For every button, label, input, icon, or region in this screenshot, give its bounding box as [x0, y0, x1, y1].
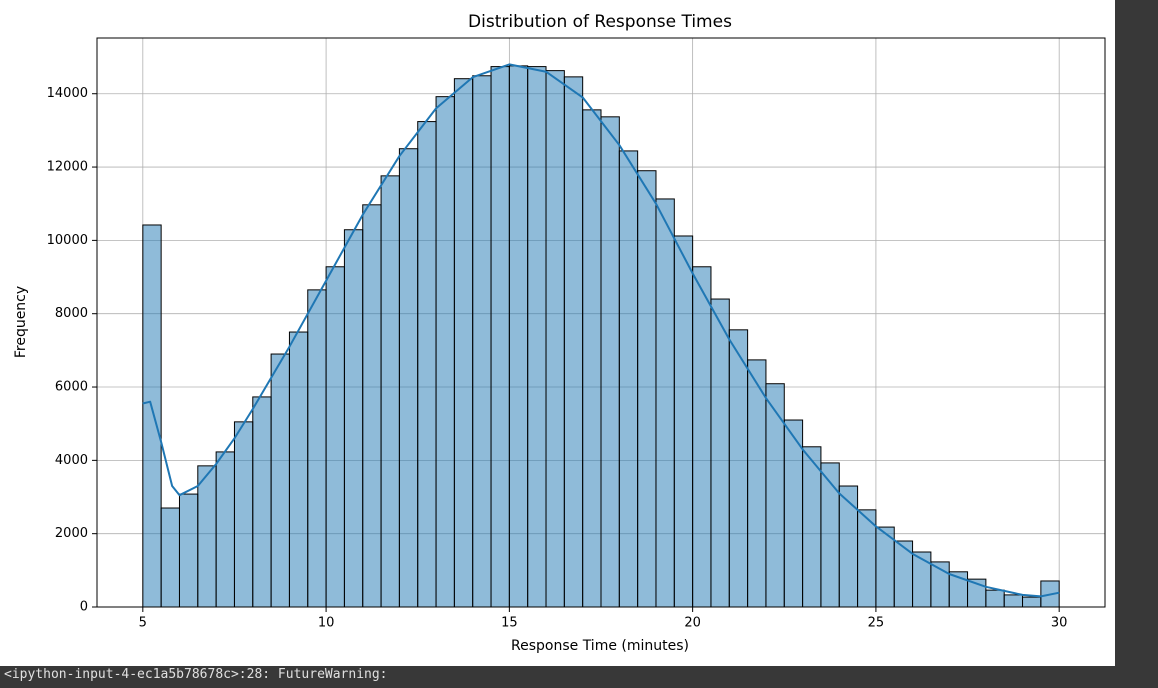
bar — [747, 359, 767, 608]
y-tick-label: 4000 — [55, 453, 88, 468]
x-tick-label: 25 — [868, 616, 885, 631]
bar — [1003, 594, 1024, 608]
bar — [563, 76, 584, 608]
bar — [142, 224, 162, 608]
x-tick-label: 20 — [684, 616, 701, 631]
bar — [802, 446, 822, 608]
y-tick-label: 10000 — [47, 233, 88, 248]
bar — [252, 396, 272, 608]
x-tick-label: 10 — [318, 616, 335, 631]
bar — [380, 175, 400, 608]
y-tick-label: 14000 — [47, 86, 88, 101]
bar — [728, 329, 749, 608]
y-tick-label: 2000 — [55, 526, 88, 541]
bar — [985, 589, 1005, 608]
bar — [1022, 596, 1042, 608]
bar — [435, 96, 455, 608]
bar — [527, 66, 547, 608]
kde-line — [142, 63, 1060, 598]
bar — [838, 485, 859, 608]
x-axis-label: Response Time (minutes) — [511, 638, 689, 654]
x-tick-label: 30 — [1051, 616, 1068, 631]
bar — [545, 70, 565, 608]
x-tick-label: 15 — [501, 616, 518, 631]
console-warning: <ipython-input-4-ec1a5b78678c>:28: Futur… — [4, 667, 388, 682]
bar — [912, 551, 932, 608]
bar — [270, 353, 290, 608]
bar — [618, 150, 639, 608]
bar — [160, 507, 180, 608]
bar — [233, 421, 254, 608]
bar — [362, 204, 382, 608]
bar — [710, 298, 730, 608]
chart-title: Distribution of Response Times — [468, 12, 732, 32]
y-axis-label: Frequency — [13, 286, 29, 358]
y-tick-label: 8000 — [55, 306, 88, 321]
bar — [508, 65, 529, 608]
bar — [765, 383, 785, 608]
bar — [637, 170, 657, 608]
bar — [783, 419, 804, 608]
bar — [307, 289, 327, 608]
bar — [453, 78, 474, 608]
bar — [343, 229, 364, 608]
bar — [472, 75, 492, 608]
bar — [692, 266, 712, 608]
bar — [178, 493, 199, 608]
bar — [655, 198, 675, 608]
plot-frame — [96, 37, 1106, 608]
bar — [197, 465, 217, 608]
chart: Distribution of Response Times Response … — [0, 0, 1115, 666]
bar — [215, 451, 235, 608]
bar — [673, 235, 694, 608]
y-tick-label: 6000 — [55, 380, 88, 395]
bar — [417, 121, 437, 608]
bar — [600, 116, 620, 608]
bar — [582, 109, 602, 608]
y-tick-label: 12000 — [47, 160, 88, 175]
y-tick-label: 0 — [80, 600, 88, 615]
bar — [325, 266, 345, 608]
x-tick-label: 5 — [139, 616, 147, 631]
bar — [820, 462, 840, 608]
bar — [490, 66, 510, 608]
bar — [398, 148, 419, 608]
bar — [288, 331, 309, 608]
